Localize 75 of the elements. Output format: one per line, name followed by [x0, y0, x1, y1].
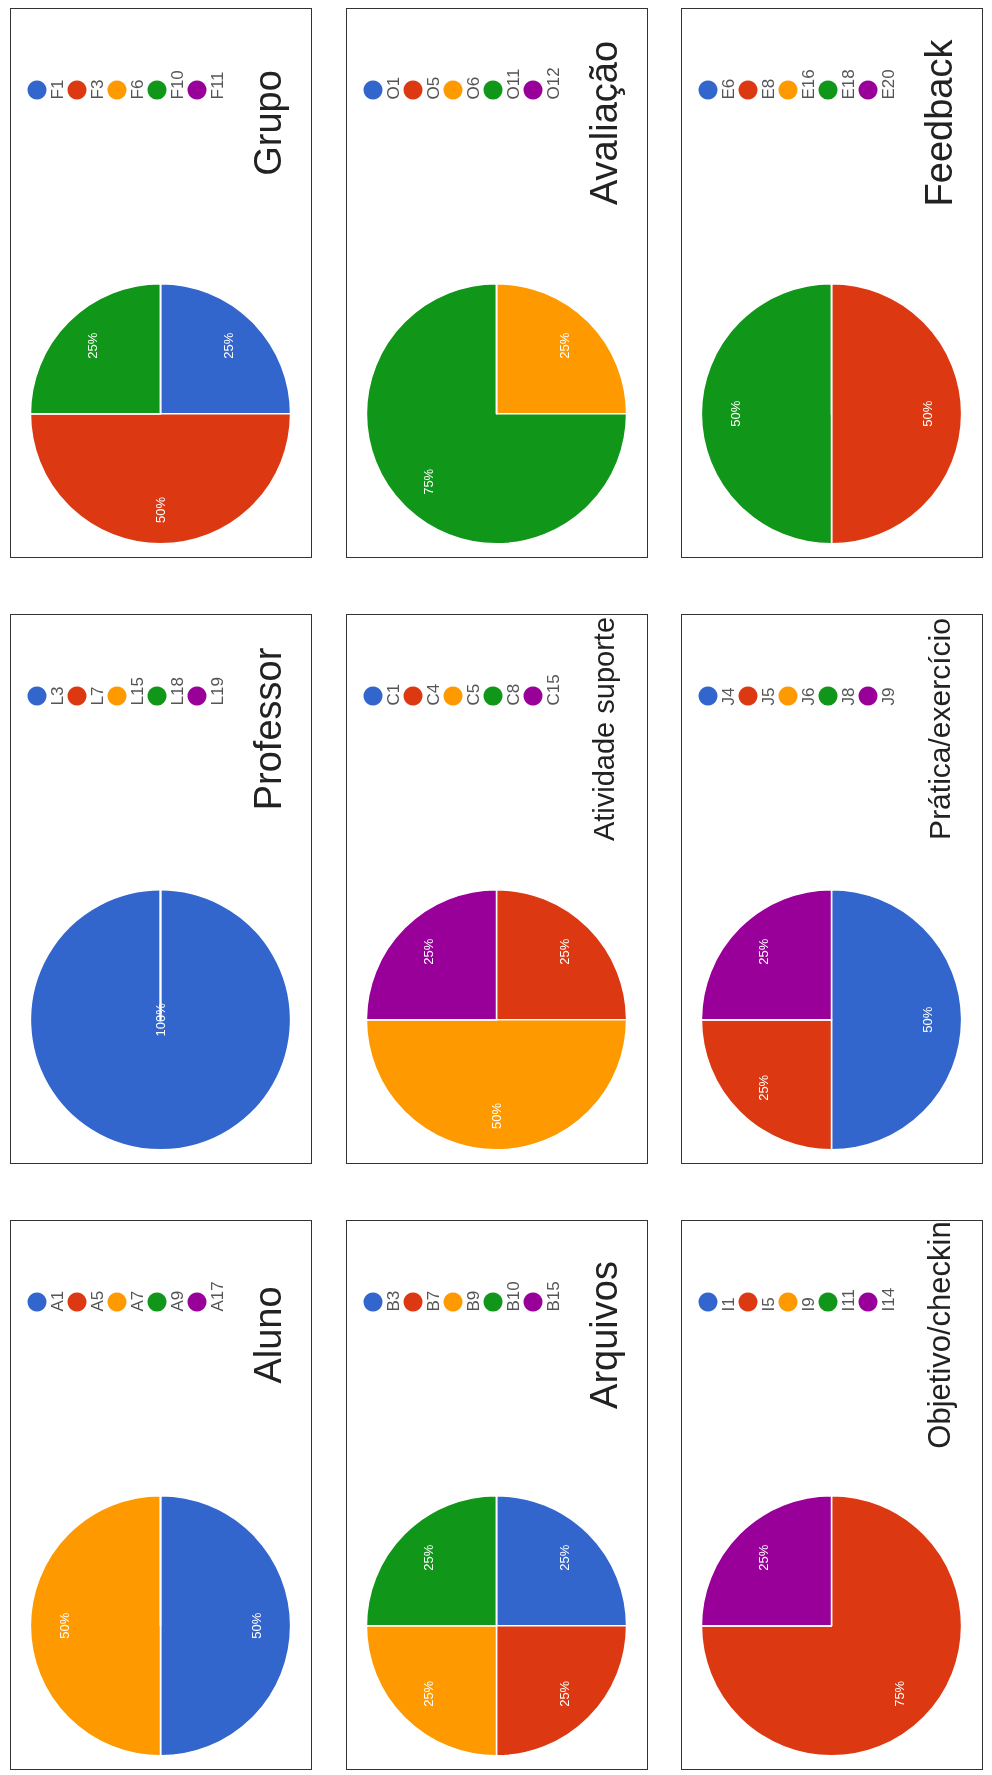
data-label: 25%	[755, 1544, 771, 1571]
legend-label: F6	[127, 79, 147, 100]
data-label: 25%	[755, 1074, 771, 1101]
text: Professor	[247, 647, 289, 811]
legend-label: F10	[167, 70, 187, 100]
legend-label: E8	[758, 78, 778, 100]
legend-label: C4	[423, 683, 443, 706]
legend-label: A17	[207, 1281, 227, 1312]
legend-label: I9	[798, 1297, 818, 1312]
legend-label: O12	[543, 67, 563, 100]
legend-label: I5	[758, 1297, 778, 1312]
text: Prática/exercício	[922, 618, 956, 840]
legend-label: L15	[127, 677, 147, 706]
legend-label: F3	[87, 79, 107, 100]
data-label: 50%	[249, 1612, 265, 1639]
legend-label: E16	[798, 69, 818, 100]
legend-label: C1	[383, 683, 403, 706]
data-label: 25%	[556, 938, 572, 965]
data-label: 50%	[56, 1612, 72, 1639]
legend-label: B15	[543, 1281, 563, 1312]
data-label: 50%	[488, 1102, 504, 1130]
data-label: 25%	[221, 332, 237, 359]
text: Grupo	[247, 70, 289, 176]
data-label: 50%	[727, 400, 743, 427]
legend-label: L3	[47, 686, 67, 706]
data-label: 25%	[755, 938, 771, 965]
legend-label: I11	[838, 1289, 858, 1312]
legend-label: O1	[383, 76, 403, 100]
text: Atividade suporte	[587, 616, 620, 842]
data-label: 50%	[920, 400, 936, 427]
data-label: 25%	[420, 938, 436, 965]
legend-label: A7	[127, 1290, 147, 1312]
legend-label: J9	[878, 687, 898, 706]
data-label: 25%	[556, 1544, 572, 1571]
text: Avaliação	[582, 40, 625, 206]
legend-label: E6	[718, 78, 738, 100]
text: Feedback	[918, 38, 960, 207]
data-label: 25%	[420, 1680, 436, 1707]
data-label: 25%	[84, 332, 100, 359]
legend-label: O5	[423, 76, 443, 100]
legend-label: L19	[207, 677, 227, 706]
legend-label: C8	[503, 683, 523, 706]
legend-label: L7	[87, 686, 107, 706]
data-label: 75%	[892, 1680, 908, 1707]
legend-label: B9	[463, 1290, 483, 1312]
legend-label: B10	[503, 1281, 523, 1312]
legend-label: I14	[878, 1287, 898, 1312]
data-label: 50%	[920, 1006, 936, 1033]
data-label: 75%	[420, 468, 436, 495]
legend-label: A5	[87, 1290, 107, 1312]
legend-label: A9	[167, 1290, 187, 1312]
legend-label: J4	[718, 687, 738, 706]
legend-label: O11	[503, 68, 523, 100]
legend-label: E18	[838, 69, 858, 100]
legend-label: L18	[167, 677, 187, 706]
legend-label: B7	[423, 1290, 443, 1312]
legend-label: A1	[47, 1290, 67, 1312]
legend-label: F11	[207, 71, 227, 100]
legend-label: J5	[758, 687, 778, 706]
legend-label: I1	[718, 1297, 738, 1312]
data-label: 25%	[420, 1544, 436, 1571]
legend-label: J6	[798, 687, 818, 706]
legend-label: J8	[838, 687, 858, 706]
legend-label: E20	[878, 69, 898, 100]
legend-label: F1	[47, 79, 67, 100]
text: Aluno	[247, 1286, 289, 1384]
legend-label: C5	[463, 683, 483, 706]
data-label: 25%	[556, 332, 572, 359]
data-label: 50%	[153, 496, 168, 524]
text: Objetivo/checkin	[921, 1221, 957, 1449]
data-label: 25%	[556, 1680, 572, 1707]
text: Arquivos	[582, 1261, 625, 1409]
legend-label: C15	[543, 674, 563, 706]
legend-label: O6	[463, 76, 483, 100]
legend-label: B3	[383, 1290, 403, 1312]
